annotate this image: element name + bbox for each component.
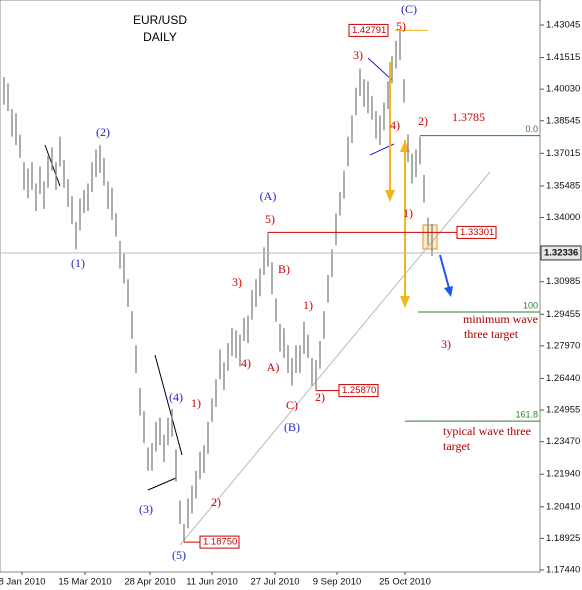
- subwave-label: 2): [315, 390, 325, 404]
- y-tick-label: 1.21940: [546, 469, 580, 480]
- price-tag: 1.18750: [203, 537, 237, 548]
- last-price-label: 1.32336: [544, 247, 578, 258]
- y-tick-label: 1.20410: [546, 501, 580, 512]
- pattern-line: [147, 477, 177, 491]
- wave-label: (B): [284, 420, 300, 434]
- pattern-line: [367, 57, 393, 81]
- price-tag-box: [338, 384, 379, 398]
- y-tick-label: 1.30985: [546, 276, 580, 287]
- fib-label: 0.0: [525, 124, 538, 134]
- y-tick-label: 1.37015: [546, 148, 580, 159]
- y-tick-label: 1.17440: [546, 565, 580, 576]
- subwave-label: 1): [403, 206, 413, 220]
- y-tick-label: 1.35485: [546, 180, 580, 191]
- price-tag: 1.42791: [352, 25, 386, 36]
- price-tag: 1.33301: [460, 227, 494, 238]
- arrow-head: [385, 190, 395, 202]
- wave-label: (C): [401, 2, 417, 16]
- x-tick-label: 25 Oct 2010: [379, 577, 431, 588]
- subwave-label: A): [267, 360, 280, 374]
- plot-area: [0, 0, 541, 573]
- wave-label: (1): [71, 256, 85, 270]
- subwave-label: C): [286, 398, 298, 412]
- wave-label: (A): [260, 189, 277, 203]
- y-tick-label: 1.26440: [546, 373, 580, 384]
- x-tick-label: 11 Jun 2010: [186, 577, 238, 588]
- arrow-head: [444, 286, 453, 297]
- trend-line: [179, 171, 491, 546]
- y-tick-label: 1.23470: [546, 436, 580, 447]
- wave-label: (3): [139, 502, 153, 516]
- x-tick-label: 15 Mar 2010: [58, 577, 111, 588]
- fib-label: 161.8: [515, 409, 538, 419]
- y-tick-label: 1.38545: [546, 115, 580, 126]
- y-tick-label: 1.27970: [546, 340, 580, 351]
- subwave-label: 4): [241, 356, 251, 370]
- arrow-head: [400, 296, 410, 308]
- y-tick-label: 1.40030: [546, 84, 580, 95]
- x-tick-label: 9 Sep 2010: [313, 577, 362, 588]
- y-tick-label: 1.18925: [546, 533, 580, 544]
- wave-label: (5): [172, 548, 186, 562]
- wave-label: (2): [96, 125, 110, 139]
- y-tick-label: 1.41515: [546, 52, 580, 63]
- last-price-box: [540, 245, 582, 261]
- subwave-label: 4): [390, 118, 400, 132]
- price-tag: 1.25870: [342, 385, 376, 396]
- y-tick-label: 1.29455: [546, 309, 580, 320]
- subwave-label: 2): [211, 495, 221, 509]
- price-tag-box: [199, 535, 240, 549]
- y-tick-label: 1.24955: [546, 405, 580, 416]
- fib-base-label: 1.3785: [452, 110, 485, 124]
- target-box: [422, 224, 438, 250]
- arrow: [439, 254, 450, 289]
- subwave-label: 3): [441, 337, 451, 351]
- subwave-label: 2): [418, 114, 428, 128]
- wave-label: (4): [169, 390, 183, 404]
- subwave-label: 1): [191, 396, 201, 410]
- subwave-label: 5): [265, 212, 275, 226]
- x-tick-label: 8 Jan 2010: [0, 577, 46, 588]
- subwave-label: 3): [353, 48, 363, 62]
- x-tick-label: 28 Apr 2010: [124, 577, 175, 588]
- chart-subtitle: DAILY: [143, 30, 177, 44]
- chart-title: EUR/USD: [133, 13, 187, 27]
- y-tick-label: 1.43045: [546, 20, 580, 31]
- price-tag-box: [456, 225, 497, 239]
- subwave-label: 1): [303, 298, 313, 312]
- subwave-label: 5): [396, 19, 406, 33]
- subwave-label: 3): [232, 275, 242, 289]
- x-tick-label: 27 Jul 2010: [250, 577, 299, 588]
- note: target: [443, 439, 471, 453]
- note: typical wave three: [443, 424, 531, 438]
- note: minimum wave: [463, 312, 538, 326]
- pattern-line: [154, 354, 183, 456]
- y-tick-label: 1.34000: [546, 212, 580, 223]
- note: three target: [464, 327, 519, 341]
- price-tag-box: [348, 23, 389, 37]
- fib-label: 100: [523, 300, 538, 310]
- subwave-label: B): [278, 262, 290, 276]
